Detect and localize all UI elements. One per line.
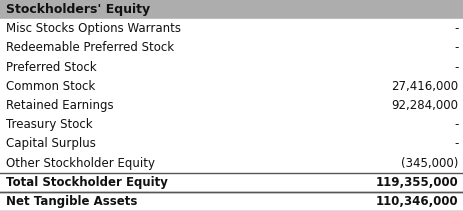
Bar [0,115,463,134]
Bar [0,38,463,58]
Text: -: - [453,137,457,150]
Text: 92,284,000: 92,284,000 [391,99,457,112]
Text: Redeemable Preferred Stock: Redeemable Preferred Stock [6,41,173,54]
Text: -: - [453,22,457,35]
Bar [0,96,463,115]
Text: 110,346,000: 110,346,000 [375,195,457,208]
Text: -: - [453,41,457,54]
Text: 27,416,000: 27,416,000 [390,80,457,93]
Text: Preferred Stock: Preferred Stock [6,61,96,74]
Bar [0,153,463,173]
Text: Misc Stocks Options Warrants: Misc Stocks Options Warrants [6,22,180,35]
Text: Treasury Stock: Treasury Stock [6,118,92,131]
Bar [0,0,463,19]
Text: -: - [453,118,457,131]
Bar [0,19,463,38]
Text: Total Stockholder Equity: Total Stockholder Equity [6,176,167,189]
Text: Common Stock: Common Stock [6,80,94,93]
Bar [0,134,463,153]
Text: Other Stockholder Equity: Other Stockholder Equity [6,157,154,170]
Text: Capital Surplus: Capital Surplus [6,137,95,150]
Text: Retained Earnings: Retained Earnings [6,99,113,112]
Bar [0,173,463,192]
Text: 119,355,000: 119,355,000 [375,176,457,189]
Text: (345,000): (345,000) [400,157,457,170]
Text: -: - [453,61,457,74]
Bar [0,58,463,77]
Bar [0,77,463,96]
Text: Stockholders' Equity: Stockholders' Equity [6,3,150,16]
Bar [0,192,463,211]
Text: Net Tangible Assets: Net Tangible Assets [6,195,137,208]
